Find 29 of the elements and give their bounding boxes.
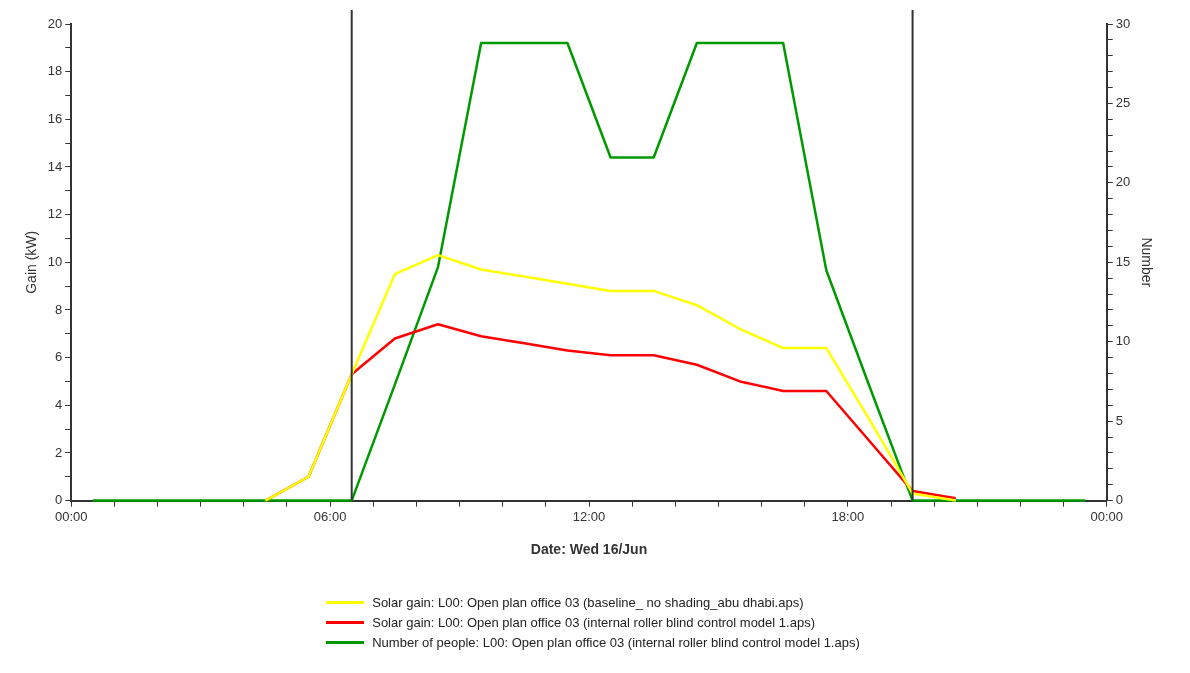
y2-tick-label: 5	[1115, 412, 1123, 428]
y-tick-label: 20	[47, 15, 63, 31]
legend-label: Solar gain: L00: Open plan office 03 (internal roller blind control model 1.aps)	[372, 615, 815, 630]
legend-label: Number of people: L00: Open plan office 03 (internal roller blind control model 1.aps)	[372, 635, 860, 650]
y-tick-label: 6	[55, 349, 63, 365]
x-tick-label: 00:00	[54, 508, 88, 524]
x-tick-label: 18:00	[831, 508, 865, 524]
y2-axis-title: Number	[1138, 237, 1155, 288]
x-tick-label: 12:00	[572, 508, 606, 524]
y-tick-label: 4	[55, 396, 63, 412]
legend-label: Solar gain: L00: Open plan office 03 (baseline_ no shading_abu dhabi.aps)	[372, 595, 804, 610]
y-tick-label: 18	[47, 63, 63, 79]
y-tick-label: 2	[55, 444, 63, 460]
y-tick-label: 12	[47, 206, 63, 222]
y2-tick-label: 0	[1115, 492, 1123, 508]
y2-tick-label: 10	[1115, 333, 1131, 349]
x-axis-title: Date: Wed 16/Jun	[530, 541, 648, 558]
y-tick-label: 16	[47, 110, 63, 126]
x-tick-label: 06:00	[313, 508, 347, 524]
y-tick-label: 8	[55, 301, 63, 317]
y2-tick-label: 15	[1115, 253, 1131, 269]
y-axis-title: Gain (kW)	[23, 230, 40, 294]
y2-tick-label: 30	[1115, 15, 1131, 31]
x-tick-label: 00:00	[1090, 508, 1124, 524]
y-tick-label: 10	[47, 253, 63, 269]
y2-tick-label: 20	[1115, 174, 1131, 190]
y2-tick-label: 25	[1115, 95, 1131, 111]
y-tick-label: 0	[55, 492, 63, 508]
y-tick-label: 14	[47, 158, 63, 174]
